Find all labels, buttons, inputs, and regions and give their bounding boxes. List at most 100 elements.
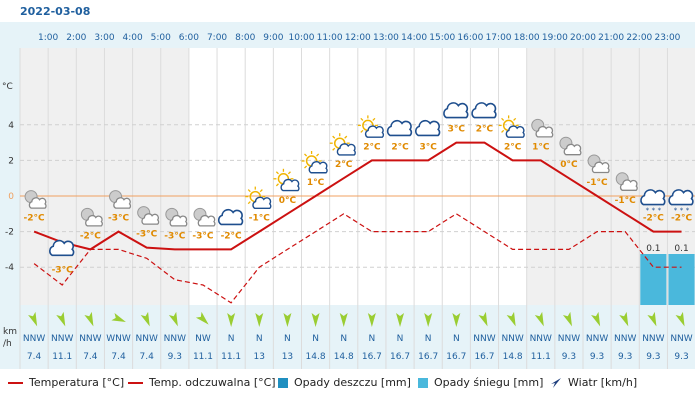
hour-label: 16:00 <box>457 33 483 43</box>
wind-arrow-icon <box>478 311 488 327</box>
y-tick-label: 0 <box>8 192 14 202</box>
small-cloud <box>563 143 582 156</box>
wind-speed-label: 11.1 <box>221 352 241 362</box>
hour-label: 22:00 <box>626 33 652 43</box>
wind-speed-label: 9.3 <box>646 352 660 362</box>
y-tick-label: -4 <box>5 263 14 273</box>
wind-arrow-icon <box>28 311 38 327</box>
small-cloud <box>28 197 47 209</box>
wind-arrow-icon <box>227 313 236 327</box>
hour-label: 6:00 <box>179 33 199 43</box>
wind-speed-label: 16.7 <box>418 352 438 362</box>
temperature-label: -1°C <box>587 178 608 188</box>
small-cloud <box>619 179 638 191</box>
cloud-icon <box>471 102 497 119</box>
rain-swatch <box>278 377 288 388</box>
legend-rain-label: Opady deszczu [mm] <box>294 376 411 389</box>
hour-label: 19:00 <box>542 33 568 43</box>
hour-label: 21:00 <box>598 33 624 43</box>
hour-label: 5:00 <box>151 33 171 43</box>
sun-ray <box>304 153 308 157</box>
snow-amount-label: 0.1 <box>646 244 660 254</box>
cloudy-night-icon <box>559 136 582 156</box>
wind-direction-label: NNW <box>473 334 495 344</box>
sun-ray <box>287 171 291 175</box>
sun-ray <box>275 183 279 187</box>
wind-arrow-icon <box>140 311 150 327</box>
partly-sunny-icon <box>329 133 356 156</box>
hour-label: 4:00 <box>122 33 142 43</box>
partly-sunny-icon <box>245 186 272 210</box>
sun-ray <box>275 171 279 175</box>
wind-direction-label: NNW <box>501 334 523 344</box>
legend-wind-label: Wiatr [km/h] <box>568 376 638 389</box>
cloud-shape <box>640 189 666 206</box>
wind-speed-label: 9.3 <box>168 352 182 362</box>
wind-arrow-icon <box>396 313 405 327</box>
legend-rain: Opady deszczu [mm] <box>278 376 411 389</box>
hour-label: 7:00 <box>207 33 227 43</box>
wind-speed-label: 16.7 <box>446 352 466 362</box>
temperature-line-swatch <box>8 381 23 384</box>
small-cloud <box>169 214 188 227</box>
hour-label: 9:00 <box>263 33 283 43</box>
legend: Temperatura [°C] Temp. odczuwalna [°C] O… <box>0 370 695 400</box>
hour-label: 1:00 <box>38 33 58 43</box>
cloudy-night-icon <box>80 207 103 227</box>
hour-label: 12:00 <box>345 33 371 43</box>
temperature-label: 1°C <box>532 142 550 152</box>
wind-arrow-icon <box>506 311 516 327</box>
cloudy-night-icon <box>615 172 638 191</box>
wind-direction-label: N <box>340 334 347 344</box>
wind-direction-label: WNW <box>106 334 131 344</box>
wind-direction-label: N <box>228 334 235 344</box>
wind-speed-label: 16.7 <box>390 352 410 362</box>
temperature-label: -3°C <box>108 214 129 224</box>
snowflake: * <box>674 207 678 215</box>
cloud-icon <box>386 119 413 137</box>
temperature-label: 0°C <box>279 196 297 206</box>
small-cloud <box>141 213 160 225</box>
wind-speed-label: 16.7 <box>362 352 382 362</box>
wind-direction-label: NNW <box>558 334 580 344</box>
partly-sunny-icon <box>357 115 385 138</box>
small-cloud <box>252 196 272 210</box>
wind-direction-label: NNW <box>642 334 664 344</box>
small-cloud <box>197 214 216 227</box>
legend-feels-like: Temp. odczuwalna [°C] <box>128 376 276 389</box>
sun-ray <box>501 117 505 121</box>
temperature-label: -1°C <box>249 214 270 224</box>
y-tick-label: 2 <box>8 156 14 166</box>
legend-snow: Opady śniegu [mm] <box>418 376 543 389</box>
hour-label: 2:00 <box>66 33 86 43</box>
cloud-shape <box>386 119 413 137</box>
wind-direction-label: N <box>312 334 319 344</box>
wind-speed-label: 11.1 <box>193 352 213 362</box>
partly-sunny-icon <box>301 151 328 174</box>
small-cloud <box>535 125 554 138</box>
y-tick-label: 4 <box>8 121 14 131</box>
hour-label: 18:00 <box>514 33 540 43</box>
wind-arrow-icon <box>647 311 657 327</box>
snowflake: * <box>680 207 684 215</box>
hour-label: 10:00 <box>289 33 315 43</box>
y-tick-label: -2 <box>5 228 14 238</box>
hour-label: 13:00 <box>373 33 399 43</box>
wind-arrow-icon <box>424 313 433 327</box>
snowflake: * <box>658 207 662 215</box>
sun-ray <box>247 201 251 205</box>
cloud-shape <box>49 239 75 257</box>
wind-arrow-icon <box>311 313 320 327</box>
axis-strip <box>0 22 20 369</box>
temp-axis-label: °C <box>2 82 13 92</box>
wind-direction-label: NNW <box>23 334 45 344</box>
small-cloud <box>85 214 103 227</box>
night-cloud-sun-icon <box>137 206 160 225</box>
sun-ray <box>360 117 364 121</box>
partly-sunny-icon <box>498 115 525 138</box>
sun-ray <box>360 129 364 133</box>
wind-arrow-icon <box>339 313 348 327</box>
legend-snow-label: Opady śniegu [mm] <box>434 376 544 389</box>
wind-speed-label: 7.4 <box>27 352 42 362</box>
wind-speed-label: 11.1 <box>52 352 72 362</box>
